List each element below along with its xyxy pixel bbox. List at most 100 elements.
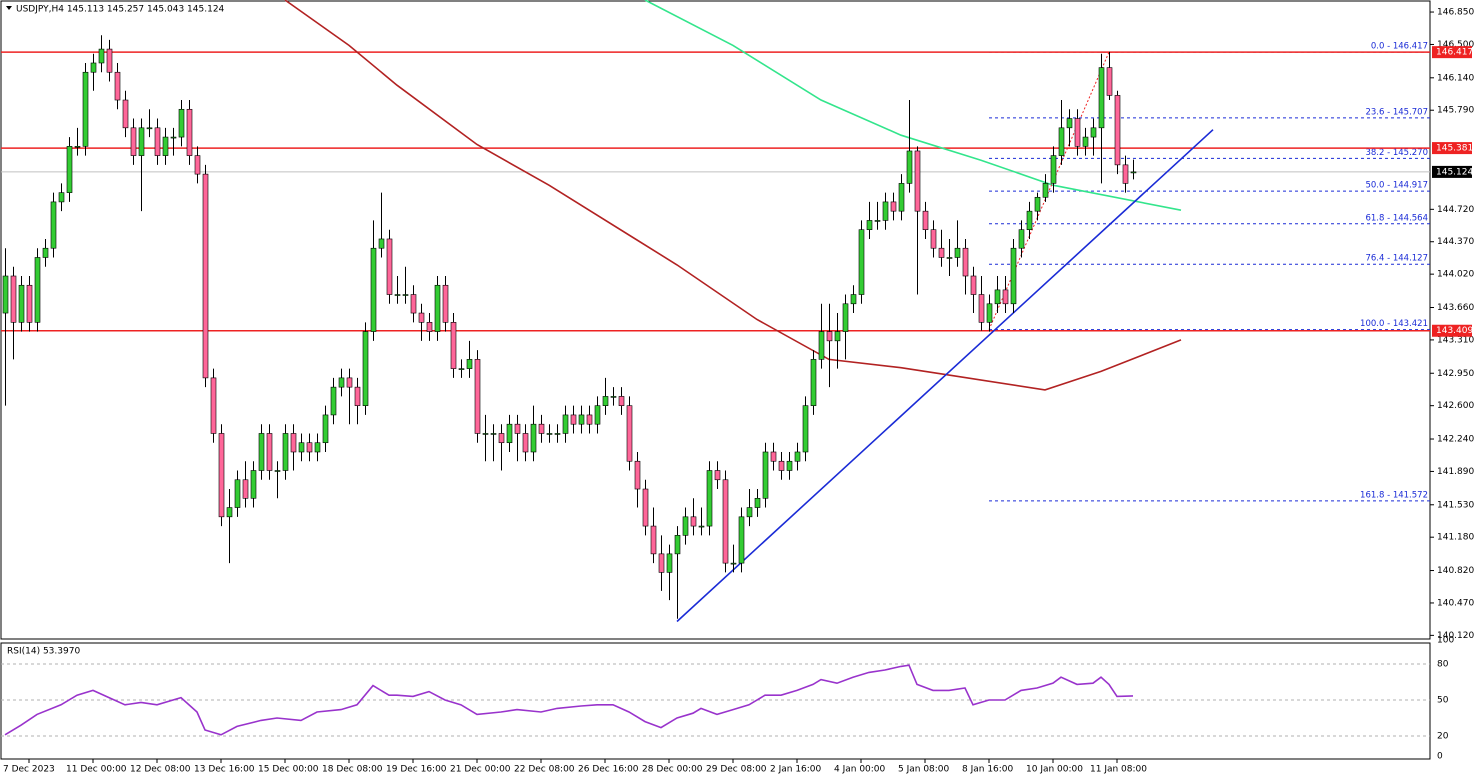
candle-body (530, 423, 537, 453)
candle-body (1082, 136, 1089, 147)
candle-body (330, 386, 337, 416)
candle-body (66, 146, 73, 193)
fib-label: 61.8 - 144.564 (1365, 213, 1428, 223)
candle-body (402, 294, 409, 296)
candle-body (74, 146, 81, 148)
candle-body (498, 433, 505, 444)
candle-body (106, 48, 113, 73)
candle-body (18, 284, 25, 323)
candle-body (794, 451, 801, 462)
price-tag (1432, 165, 1472, 178)
y-tick-label: 143.660 (1437, 303, 1474, 313)
x-tick-label: 11 Jan 08:00 (1090, 765, 1147, 775)
candle-body (962, 247, 969, 277)
candle-body (954, 247, 961, 258)
candle-body (1098, 67, 1105, 129)
candle-body (586, 414, 593, 425)
candle-body (2, 275, 9, 314)
x-tick-label: 12 Dec 08:00 (130, 765, 191, 775)
candle-body (906, 150, 913, 184)
price-tag-label: 145.381 (1436, 144, 1473, 154)
x-tick-label: 15 Dec 00:00 (258, 765, 319, 775)
fib-label: 38.2 - 145.270 (1365, 148, 1428, 158)
candle-body (1074, 118, 1081, 147)
candle-body (1106, 67, 1113, 96)
candle-body (898, 183, 905, 212)
candle-body (162, 136, 169, 156)
rsi-tick-label: 20 (1437, 732, 1449, 742)
x-tick-label: 26 Dec 16:00 (578, 765, 639, 775)
candle-body (866, 220, 873, 230)
candle-body (202, 173, 209, 379)
price-tag-label: 143.409 (1436, 326, 1473, 336)
candle-body (418, 312, 425, 323)
price-tag (1432, 324, 1472, 337)
candle-body (386, 238, 393, 295)
candle-body (666, 553, 673, 573)
candle-body (602, 396, 609, 406)
candle-body (706, 470, 713, 527)
candle-body (610, 396, 617, 398)
candle-body (874, 220, 881, 222)
candle-body (338, 377, 345, 388)
candle-body (1130, 171, 1137, 174)
candle-body (410, 294, 417, 314)
candle-body (922, 210, 929, 230)
candle-body (770, 451, 777, 462)
x-tick-label: 5 Jan 08:00 (898, 765, 950, 775)
rsi-frame (0, 642, 1431, 760)
candle-body (218, 433, 225, 518)
candle-body (1058, 127, 1065, 156)
candle-body (242, 479, 249, 499)
line (4, 664, 1134, 736)
candle-body (290, 433, 297, 453)
y-tick-label: 146.850 (1437, 8, 1474, 18)
candle-body (130, 127, 137, 156)
candle-body (882, 201, 889, 221)
rsi-tick-label: 50 (1437, 696, 1449, 706)
candle-body (114, 71, 121, 101)
candle-body (82, 71, 89, 147)
x-tick-label: 7 Dec 2023 (3, 765, 55, 775)
x-tick-label: 13 Dec 16:00 (194, 765, 255, 775)
candle-body (1034, 196, 1041, 212)
candle-body (946, 257, 953, 259)
candle-body (226, 507, 233, 518)
candle-body (682, 516, 689, 536)
x-tick-label: 2 Jan 16:00 (770, 765, 822, 775)
price-tag-label: 145.124 (1436, 167, 1473, 177)
candle-body (738, 516, 745, 564)
candle-body (506, 423, 513, 444)
candle-body (258, 433, 265, 471)
candle-body (634, 460, 641, 490)
candle-body (570, 414, 577, 425)
fib-label: 161.8 - 141.572 (1360, 490, 1428, 500)
candle-body (490, 433, 497, 435)
candle-body (714, 470, 721, 481)
candle-body (122, 99, 129, 129)
candle-body (346, 377, 353, 388)
candle-body (298, 442, 305, 453)
y-tick-label: 140.120 (1437, 631, 1474, 641)
y-tick-label: 140.470 (1437, 598, 1474, 608)
y-tick-label: 145.790 (1437, 106, 1474, 116)
candle-body (42, 247, 49, 258)
fib-label: 100.0 - 143.421 (1360, 319, 1428, 329)
candle-body (434, 284, 441, 332)
candle-body (834, 331, 841, 342)
candle-body (322, 414, 329, 444)
price-tag (1432, 142, 1472, 155)
y-tick-label: 146.500 (1437, 40, 1474, 50)
y-tick-label: 141.530 (1437, 500, 1474, 510)
candle-body (450, 322, 457, 369)
y-tick-label: 142.240 (1437, 435, 1474, 445)
candle-body (730, 562, 737, 565)
candle-body (138, 127, 145, 156)
candle-body (466, 359, 473, 369)
x-tick-label: 22 Dec 08:00 (514, 765, 575, 775)
candle-body (698, 525, 705, 528)
candle-body (442, 284, 449, 323)
